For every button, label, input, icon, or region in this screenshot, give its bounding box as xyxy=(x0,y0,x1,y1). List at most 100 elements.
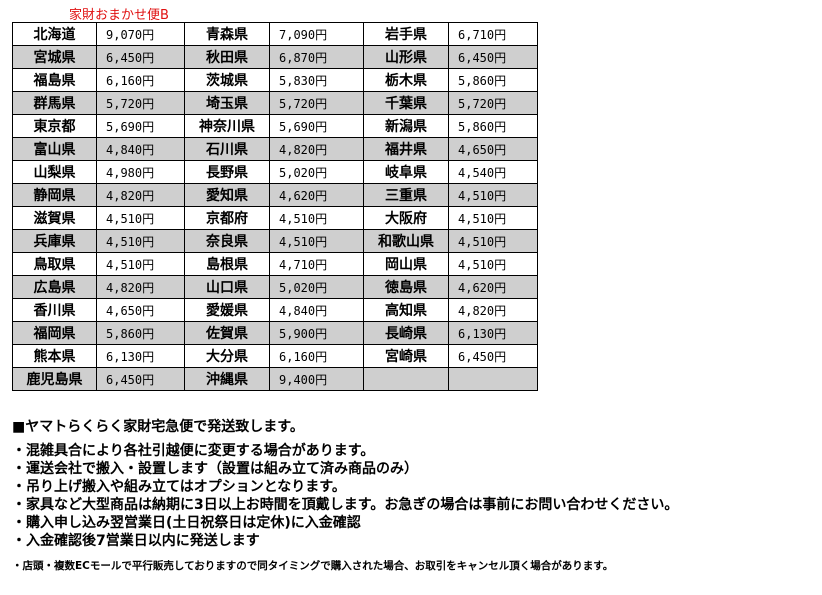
prefecture-cell: 新潟県 xyxy=(363,114,449,138)
price-cell: 6,870円 xyxy=(269,45,364,69)
price-cell: 6,450円 xyxy=(448,344,538,368)
table-row: 福岡県 5,860円 佐賀県 5,900円 長崎県 6,130円 xyxy=(12,321,538,345)
price-cell: 4,820円 xyxy=(269,137,364,161)
table-row: 広島県 4,820円 山口県 5,020円 徳島県 4,620円 xyxy=(12,275,538,299)
prefecture-cell: 岩手県 xyxy=(363,22,449,46)
prefecture-cell: 山口県 xyxy=(184,275,270,299)
table-row: 鳥取県 4,510円 島根県 4,710円 岡山県 4,510円 xyxy=(12,252,538,276)
prefecture-cell: 千葉県 xyxy=(363,91,449,115)
notes-footnote: ・店頭・複数ECモールで平行販売しておりますので同タイミングで購入された場合、お… xyxy=(12,560,614,572)
prefecture-cell: 兵庫県 xyxy=(12,229,97,253)
prefecture-cell: 滋賀県 xyxy=(12,206,97,230)
note-item: ・入金確認後7営業日以内に発送します xyxy=(12,533,260,549)
price-cell: 5,720円 xyxy=(448,91,538,115)
table-row: 東京都 5,690円 神奈川県 5,690円 新潟県 5,860円 xyxy=(12,114,538,138)
price-cell: 4,820円 xyxy=(96,183,185,207)
table-row: 静岡県 4,820円 愛知県 4,620円 三重県 4,510円 xyxy=(12,183,538,207)
prefecture-cell: 宮崎県 xyxy=(363,344,449,368)
price-cell: 4,510円 xyxy=(448,252,538,276)
prefecture-cell: 静岡県 xyxy=(12,183,97,207)
prefecture-cell: 福井県 xyxy=(363,137,449,161)
price-cell: 4,620円 xyxy=(448,275,538,299)
prefecture-cell: 山梨県 xyxy=(12,160,97,184)
table-row: 滋賀県 4,510円 京都府 4,510円 大阪府 4,510円 xyxy=(12,206,538,230)
price-cell: 4,510円 xyxy=(269,229,364,253)
table-row: 北海道 9,070円 青森県 7,090円 岩手県 6,710円 xyxy=(12,22,538,46)
table-row: 香川県 4,650円 愛媛県 4,840円 高知県 4,820円 xyxy=(12,298,538,322)
price-cell: 7,090円 xyxy=(269,22,364,46)
prefecture-cell: 熊本県 xyxy=(12,344,97,368)
table-row: 熊本県 6,130円 大分県 6,160円 宮崎県 6,450円 xyxy=(12,344,538,368)
notes-heading: ■ヤマトらくらく家財宅急便で発送致します。 xyxy=(12,419,304,435)
price-cell: 9,400円 xyxy=(269,367,364,391)
price-cell: 6,450円 xyxy=(96,45,185,69)
price-cell: 5,860円 xyxy=(96,321,185,345)
note-item: ・混雑具合により各社引越便に変更する場合があります。 xyxy=(12,443,375,459)
price-cell: 5,860円 xyxy=(448,68,538,92)
prefecture-cell: 鹿児島県 xyxy=(12,367,97,391)
price-cell: 4,510円 xyxy=(269,206,364,230)
shipping-notes: ■ヤマトらくらく家財宅急便で発送致します。 ・混雑具合により各社引越便に変更する… xyxy=(12,416,678,573)
price-cell: 4,510円 xyxy=(448,183,538,207)
prefecture-cell: 長野県 xyxy=(184,160,270,184)
prefecture-cell: 埼玉県 xyxy=(184,91,270,115)
prefecture-cell: 島根県 xyxy=(184,252,270,276)
price-cell: 4,540円 xyxy=(448,160,538,184)
prefecture-cell: 愛知県 xyxy=(184,183,270,207)
price-cell: 4,820円 xyxy=(448,298,538,322)
price-cell: 4,840円 xyxy=(96,137,185,161)
prefecture-cell: 福島県 xyxy=(12,68,97,92)
prefecture-cell: 大分県 xyxy=(184,344,270,368)
prefecture-cell: 茨城県 xyxy=(184,68,270,92)
prefecture-cell: 岐阜県 xyxy=(363,160,449,184)
price-cell: 6,160円 xyxy=(96,68,185,92)
table-row: 群馬県 5,720円 埼玉県 5,720円 千葉県 5,720円 xyxy=(12,91,538,115)
prefecture-cell: 栃木県 xyxy=(363,68,449,92)
price-cell: 4,840円 xyxy=(269,298,364,322)
prefecture-cell: 佐賀県 xyxy=(184,321,270,345)
prefecture-cell: 沖縄県 xyxy=(184,367,270,391)
price-cell: 4,510円 xyxy=(448,229,538,253)
prefecture-cell: 北海道 xyxy=(12,22,97,46)
price-cell: 6,130円 xyxy=(448,321,538,345)
price-cell: 6,450円 xyxy=(96,367,185,391)
table-row: 山梨県 4,980円 長野県 5,020円 岐阜県 4,540円 xyxy=(12,160,538,184)
table-row: 宮城県 6,450円 秋田県 6,870円 山形県 6,450円 xyxy=(12,45,538,69)
price-cell: 5,690円 xyxy=(269,114,364,138)
price-cell: 4,980円 xyxy=(96,160,185,184)
price-cell: 6,160円 xyxy=(269,344,364,368)
price-cell: 4,710円 xyxy=(269,252,364,276)
prefecture-cell: 愛媛県 xyxy=(184,298,270,322)
price-cell: 4,510円 xyxy=(448,206,538,230)
prefecture-cell: 和歌山県 xyxy=(363,229,449,253)
price-cell: 6,450円 xyxy=(448,45,538,69)
price-cell: 5,720円 xyxy=(269,91,364,115)
note-item: ・家具など大型商品は納期に3日以上お時間を頂戴します。お急ぎの場合は事前にお問い… xyxy=(12,497,679,513)
price-cell: 9,070円 xyxy=(96,22,185,46)
price-cell: 5,720円 xyxy=(96,91,185,115)
note-item: ・吊り上げ搬入や組み立てはオプションとなります。 xyxy=(12,479,346,495)
table-row: 富山県 4,840円 石川県 4,820円 福井県 4,650円 xyxy=(12,137,538,161)
prefecture-cell: 岡山県 xyxy=(363,252,449,276)
shipping-fee-table: 北海道 9,070円 青森県 7,090円 岩手県 6,710円 宮城県 6,450円 秋田県 6… xyxy=(12,22,538,391)
prefecture-cell: 大阪府 xyxy=(363,206,449,230)
prefecture-cell: 鳥取県 xyxy=(12,252,97,276)
price-cell: 5,860円 xyxy=(448,114,538,138)
price-cell: 6,130円 xyxy=(96,344,185,368)
price-cell: 5,830円 xyxy=(269,68,364,92)
price-cell: 4,510円 xyxy=(96,206,185,230)
prefecture-cell: 高知県 xyxy=(363,298,449,322)
price-cell: 4,650円 xyxy=(448,137,538,161)
table-row: 鹿児島県 6,450円 沖縄県 9,400円 xyxy=(12,367,538,391)
prefecture-cell: 香川県 xyxy=(12,298,97,322)
prefecture-cell: 三重県 xyxy=(363,183,449,207)
prefecture-cell: 石川県 xyxy=(184,137,270,161)
prefecture-cell: 長崎県 xyxy=(363,321,449,345)
price-cell: 5,020円 xyxy=(269,275,364,299)
price-cell: 6,710円 xyxy=(448,22,538,46)
prefecture-cell: 秋田県 xyxy=(184,45,270,69)
note-item: ・運送会社で搬入・設置します（設置は組み立て済み商品のみ） xyxy=(12,461,418,477)
price-cell: 4,510円 xyxy=(96,229,185,253)
price-cell: 5,690円 xyxy=(96,114,185,138)
prefecture-cell: 京都府 xyxy=(184,206,270,230)
